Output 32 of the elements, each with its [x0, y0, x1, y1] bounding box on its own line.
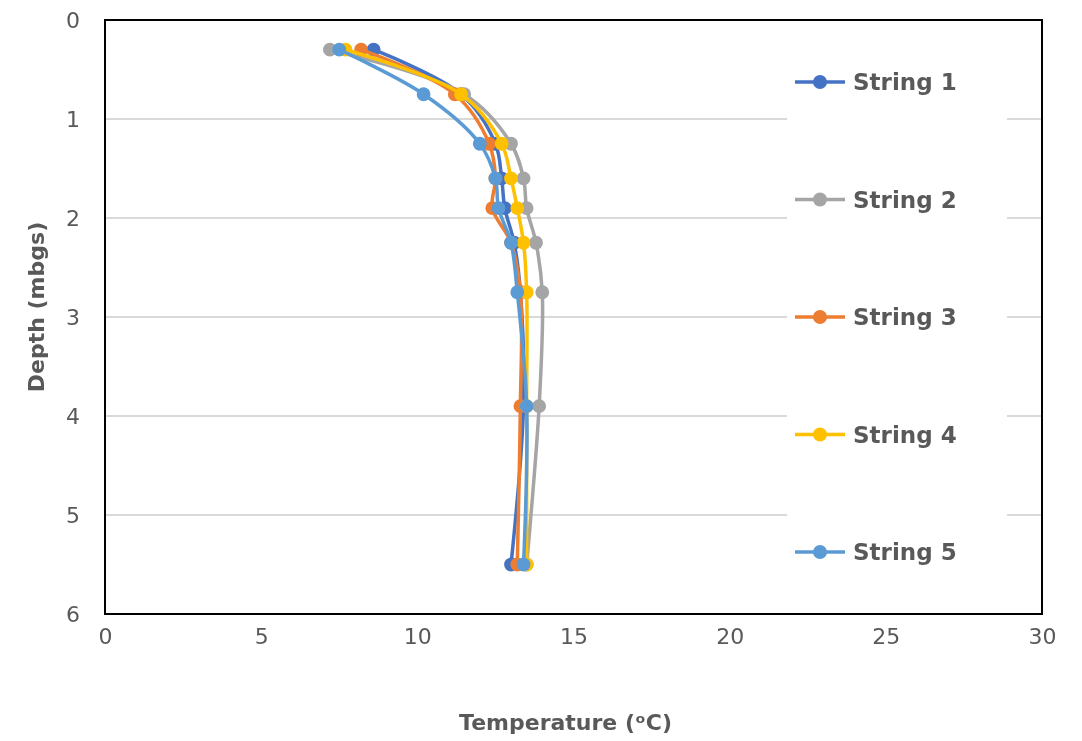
y-tick-label: 5	[66, 502, 80, 528]
point	[532, 399, 547, 413]
x-tick-label: 5	[254, 623, 269, 649]
point	[504, 171, 518, 186]
point	[494, 136, 509, 151]
y-tick-label: 2	[66, 205, 80, 231]
x-tick-label: 30	[1028, 623, 1057, 649]
point	[332, 42, 347, 57]
x-tick-label: 25	[872, 623, 901, 649]
legend-label: String 2	[853, 186, 957, 213]
legend-label: String 4	[853, 421, 957, 448]
legend-label: String 1	[853, 69, 957, 95]
y-axis-title: Depth (mbgs)	[24, 221, 49, 393]
point	[491, 201, 506, 215]
point	[529, 235, 543, 250]
y-tick-label: 0	[66, 7, 80, 33]
y-tick-label: 1	[66, 106, 80, 132]
x-tick-label: 10	[403, 623, 432, 649]
point	[416, 87, 431, 102]
x-tick-label: 15	[560, 623, 588, 649]
x-tick-label: 0	[98, 623, 113, 649]
x-axis-title: Temperature (ᵒC)	[459, 710, 672, 735]
point	[516, 171, 531, 186]
point	[472, 136, 487, 151]
point	[535, 285, 550, 300]
legend-label: String 3	[853, 304, 957, 330]
legend-label: String 5	[853, 539, 957, 565]
point	[510, 201, 525, 215]
y-tick-label: 6	[66, 601, 80, 627]
y-tick-label: 4	[66, 403, 80, 429]
x-tick-label: 20	[716, 623, 745, 649]
y-tick-label: 3	[66, 304, 80, 330]
